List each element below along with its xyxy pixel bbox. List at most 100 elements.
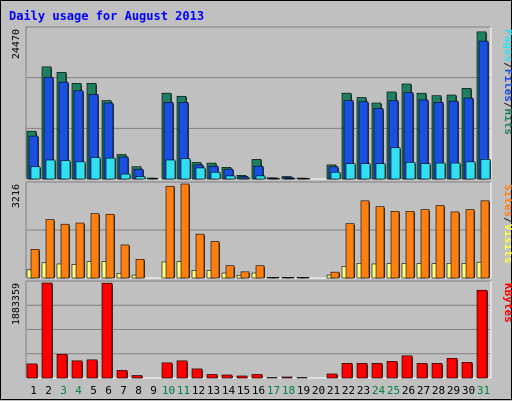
bar-pages-day-18 [286,178,295,179]
bar-kbytes-day-undefined [387,361,397,378]
x-tick-label-day-18: 18 [282,384,295,397]
bar-kbytes-day-undefined [207,374,217,378]
x-tick-label-day-28: 28 [432,384,445,397]
bar-kbytes-day-undefined [162,363,172,378]
x-tick-label-day-1: 1 [30,384,37,397]
x-tick-label-day-7: 7 [120,384,127,397]
x-tick-label-day-29: 29 [447,384,460,397]
bar-pages-day-24 [376,164,385,179]
bar-pages-day-23 [361,164,370,179]
bar-sites-day-undefined [376,207,384,278]
bar-pages-day-7 [121,174,130,179]
bar-kbytes-day-undefined [297,377,307,378]
bar-sites-day-undefined [136,259,144,278]
legend-sites: Sites [502,184,512,217]
bar-sites-day-undefined [121,245,129,278]
bar-sites-day-undefined [421,210,429,278]
bar-sites-day-undefined [181,184,189,278]
x-tick-label-day-19: 19 [297,384,310,397]
bar-sites-day-undefined [271,277,279,278]
x-tick-label-day-8: 8 [135,384,142,397]
bar-pages-day-27 [421,164,430,179]
bar-pages-day-14 [226,176,235,179]
bar-kbytes-day-undefined [237,376,247,378]
bar-sites-day-undefined [31,249,39,278]
bar-sites-day-undefined [301,277,309,278]
x-tick-label-day-10: 10 [162,384,175,397]
x-tick-label-day-21: 21 [327,384,340,397]
bar-sites-day-undefined [256,266,264,278]
bar-pages-day-4 [76,162,85,179]
chart-title: Daily usage for August 2013 [9,9,204,23]
bar-kbytes-day-undefined [192,369,202,378]
bar-pages-day-10 [166,160,175,179]
bar-sites-day-undefined [91,214,99,278]
series-legend-0: Pages/Files/Hits [502,29,512,135]
x-tick-label-day-26: 26 [402,384,415,397]
x-tick-label-day-2: 2 [45,384,52,397]
legend-pages: Pages [502,29,512,62]
y-max-label: 1883359 [11,283,22,325]
bar-kbytes-day-undefined [327,374,337,378]
bar-sites-day-undefined [361,201,369,278]
bar-kbytes-day-undefined [462,362,472,378]
bar-pages-day-30 [466,162,475,179]
legend-kbytes: KBytes [502,283,512,323]
x-tick-label-day-9: 9 [150,384,157,397]
bar-pages-day-31 [481,159,490,179]
bar-kbytes-day-undefined [102,283,112,378]
x-tick-label-day-22: 22 [342,384,355,397]
bar-sites-day-undefined [46,220,54,278]
bar-sites-day-undefined [391,211,399,278]
x-tick-label-day-31: 31 [477,384,490,397]
bar-pages-day-5 [91,158,100,179]
bar-kbytes-day-undefined [132,375,142,378]
bar-files-day-9 [149,178,158,179]
bar-sites-day-undefined [481,201,489,278]
bar-kbytes-day-undefined [222,375,232,378]
legend-files: Files [502,69,512,102]
x-tick-label-day-14: 14 [222,384,236,397]
bar-sites-day-undefined [331,272,339,278]
bar-pages-day-11 [181,159,190,179]
x-tick-label-day-16: 16 [252,384,265,397]
bar-sites-day-undefined [406,211,414,278]
bar-sites-day-undefined [76,223,84,278]
bar-kbytes-day-undefined [357,363,367,378]
bar-kbytes-day-undefined [42,283,52,378]
y-max-label: 3216 [11,184,22,208]
bar-pages-day-22 [346,164,355,179]
bar-kbytes-day-undefined [87,360,97,378]
bar-pages-day-12 [196,168,205,179]
bar-pages-day-1 [31,167,40,179]
series-legend-1: Sites/Visits [502,184,512,264]
bar-sites-day-undefined [61,224,69,278]
bar-kbytes-day-undefined [267,377,277,378]
x-tick-label-day-6: 6 [105,384,112,397]
bar-kbytes-day-undefined [432,363,442,378]
bar-kbytes-day-undefined [477,290,487,378]
bar-sites-day-undefined [436,206,444,278]
x-tick-label-day-12: 12 [192,384,205,397]
bar-kbytes-day-undefined [72,361,82,378]
x-tick-label-day-24: 24 [372,384,386,397]
bar-pages-day-28 [436,163,445,179]
bar-kbytes-day-undefined [252,374,262,378]
x-tick-label-day-15: 15 [237,384,250,397]
bar-sites-day-undefined [106,214,114,278]
bar-sites-day-undefined [226,266,234,278]
y-max-label: 24470 [11,29,22,59]
bar-pages-day-6 [106,158,115,179]
bar-kbytes-day-undefined [57,354,67,378]
bar-pages-day-2 [46,160,55,179]
bar-pages-day-26 [406,162,415,179]
bar-sites-day-undefined [346,224,354,278]
bar-kbytes-day-undefined [117,370,127,378]
bar-kbytes-day-undefined [447,358,457,378]
x-tick-label-day-23: 23 [357,384,370,397]
bar-kbytes-day-undefined [282,377,292,378]
bar-sites-day-undefined [211,241,219,278]
bar-sites-day-undefined [241,272,249,278]
